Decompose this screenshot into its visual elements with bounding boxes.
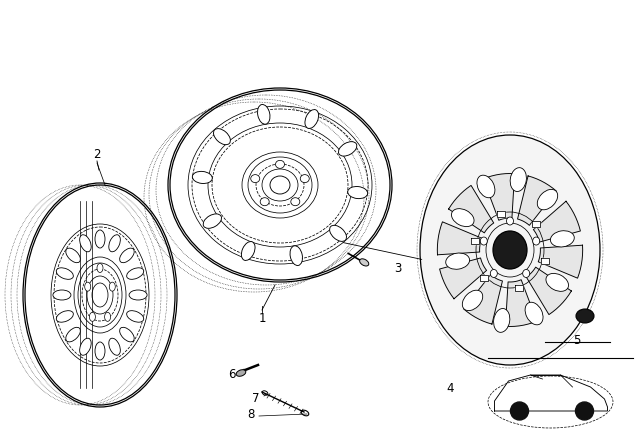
Polygon shape — [518, 176, 556, 225]
Ellipse shape — [305, 110, 319, 129]
Ellipse shape — [525, 302, 543, 325]
Text: 4: 4 — [446, 382, 454, 395]
Ellipse shape — [97, 263, 103, 272]
Ellipse shape — [480, 237, 487, 245]
Ellipse shape — [251, 175, 260, 183]
Ellipse shape — [127, 310, 144, 322]
Ellipse shape — [109, 338, 120, 355]
Ellipse shape — [493, 231, 527, 269]
Polygon shape — [437, 222, 482, 255]
Ellipse shape — [84, 282, 91, 291]
Ellipse shape — [420, 135, 600, 365]
Ellipse shape — [510, 168, 527, 191]
Polygon shape — [481, 275, 488, 281]
Ellipse shape — [290, 246, 303, 266]
Ellipse shape — [532, 237, 540, 245]
Text: 3: 3 — [394, 262, 402, 275]
Ellipse shape — [53, 290, 71, 300]
Ellipse shape — [300, 175, 309, 183]
Polygon shape — [526, 267, 572, 314]
Ellipse shape — [477, 175, 495, 198]
Ellipse shape — [56, 268, 74, 280]
Ellipse shape — [348, 186, 367, 198]
Ellipse shape — [339, 142, 357, 156]
Ellipse shape — [129, 290, 147, 300]
Polygon shape — [440, 258, 486, 299]
Ellipse shape — [493, 309, 510, 332]
Ellipse shape — [576, 309, 594, 323]
Ellipse shape — [538, 190, 557, 210]
Ellipse shape — [90, 312, 95, 321]
Ellipse shape — [262, 391, 268, 395]
Ellipse shape — [260, 198, 269, 206]
Ellipse shape — [79, 235, 91, 252]
Ellipse shape — [214, 129, 230, 145]
Circle shape — [511, 402, 529, 420]
Ellipse shape — [203, 214, 221, 228]
Ellipse shape — [66, 248, 81, 263]
Circle shape — [575, 402, 593, 420]
Text: 2: 2 — [93, 148, 100, 161]
Ellipse shape — [120, 248, 134, 263]
Text: 8: 8 — [247, 408, 255, 421]
Polygon shape — [532, 221, 540, 227]
Ellipse shape — [523, 269, 530, 277]
Ellipse shape — [490, 269, 497, 277]
Ellipse shape — [120, 327, 134, 342]
Ellipse shape — [546, 273, 568, 291]
Ellipse shape — [291, 198, 300, 206]
Ellipse shape — [109, 235, 120, 252]
Ellipse shape — [275, 160, 285, 168]
Ellipse shape — [330, 225, 346, 241]
Polygon shape — [541, 258, 549, 264]
Ellipse shape — [109, 282, 115, 291]
Text: 5: 5 — [573, 333, 580, 346]
Ellipse shape — [506, 217, 513, 225]
Polygon shape — [463, 275, 502, 324]
Ellipse shape — [301, 410, 308, 416]
Text: 6: 6 — [228, 369, 236, 382]
Polygon shape — [449, 185, 493, 233]
Ellipse shape — [550, 231, 574, 247]
Polygon shape — [506, 280, 537, 327]
Text: 1: 1 — [259, 311, 266, 324]
Ellipse shape — [66, 327, 81, 342]
Polygon shape — [533, 201, 580, 242]
Polygon shape — [538, 245, 582, 278]
Ellipse shape — [56, 310, 74, 322]
Ellipse shape — [257, 104, 270, 124]
Ellipse shape — [451, 209, 474, 227]
Polygon shape — [471, 238, 479, 244]
Ellipse shape — [462, 290, 483, 310]
Polygon shape — [515, 285, 524, 291]
Ellipse shape — [445, 253, 470, 269]
Polygon shape — [497, 211, 505, 217]
Ellipse shape — [193, 172, 212, 184]
Ellipse shape — [241, 241, 255, 260]
Ellipse shape — [127, 268, 144, 280]
Text: 7: 7 — [252, 392, 260, 405]
Ellipse shape — [104, 312, 111, 321]
Polygon shape — [483, 173, 515, 220]
Ellipse shape — [236, 370, 246, 376]
Ellipse shape — [79, 338, 91, 355]
Ellipse shape — [95, 342, 105, 360]
Ellipse shape — [95, 230, 105, 248]
Ellipse shape — [360, 259, 369, 266]
